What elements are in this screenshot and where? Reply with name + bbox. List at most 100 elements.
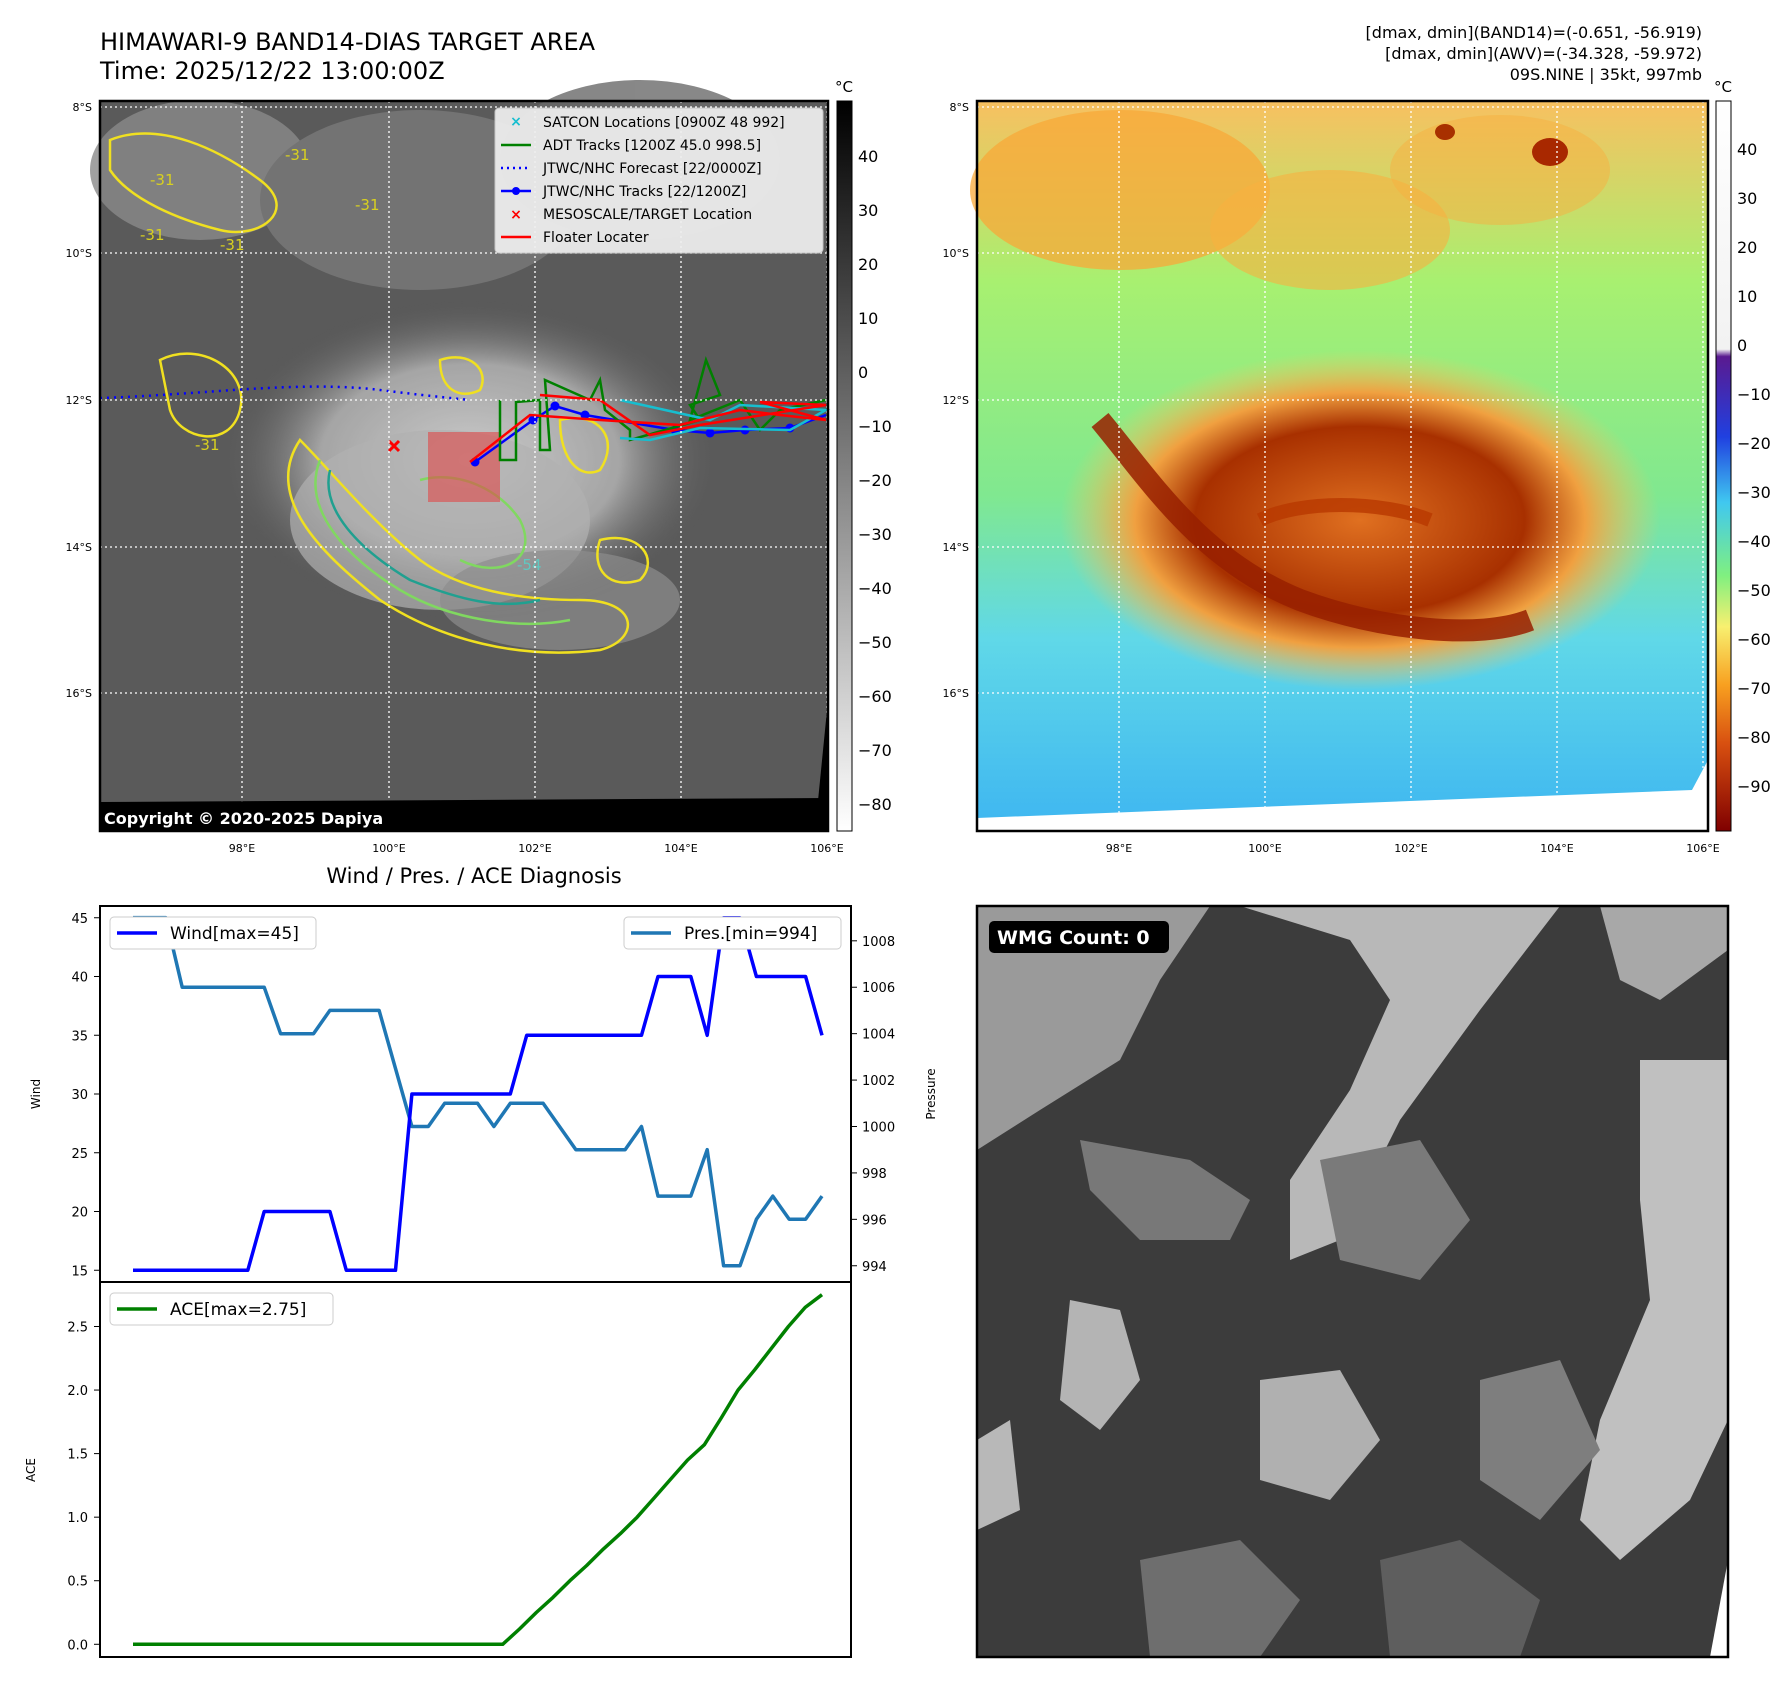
pressure-legend-label: Pres.[min=994] xyxy=(684,924,817,944)
lon-label: 104°E xyxy=(1540,842,1573,855)
colorbar-tick: 40 xyxy=(1737,140,1757,159)
awv-panel: °C 40 30 20 10 0 −10 −20 −30 −40 −50 −60… xyxy=(943,78,1771,855)
lat-label: 8°S xyxy=(73,101,92,114)
wmg-cloud-field xyxy=(977,906,1728,1657)
ace-tick-label: 2.0 xyxy=(67,1384,88,1399)
colorbar-tick: 0 xyxy=(858,363,868,382)
wmg-count-badge-box xyxy=(989,921,1169,953)
legend-box xyxy=(109,1292,334,1326)
wind-tick-label: 40 xyxy=(71,971,88,986)
awv-frame xyxy=(975,99,1710,833)
ace-tick-label: 2.5 xyxy=(67,1320,88,1335)
legend-entry-jtwc-tracks: JTWC/NHC Tracks [22/1200Z] xyxy=(501,184,746,200)
ir-nodata-strip xyxy=(100,798,828,831)
lon-label: 100°E xyxy=(372,842,405,855)
legend-box xyxy=(109,916,317,950)
ir-contour-labels: -31 -31 -31 -31 -31 -31 -54 xyxy=(140,146,542,574)
ir-colorbar-unit: °C xyxy=(835,78,853,96)
ace-tick-label: 1.5 xyxy=(67,1448,88,1463)
ir-nodata-corner xyxy=(815,700,828,831)
wmg-count-badge: WMG Count: 0 xyxy=(997,927,1150,949)
ace-axis-label: ACE xyxy=(24,1458,38,1482)
lon-label: 98°E xyxy=(1106,842,1132,855)
pressure-tick-label: 994 xyxy=(862,1260,887,1275)
pressure-tick-label: 1008 xyxy=(862,935,895,950)
awv-colorbar xyxy=(1715,100,1732,832)
colorbar-tick: 10 xyxy=(858,309,878,328)
pressure-tick-label: 1006 xyxy=(862,981,895,996)
legend-label: ADT Tracks [1200Z 45.0 998.5] xyxy=(543,138,761,154)
pressure-tick-label: 996 xyxy=(862,1213,887,1228)
floater-locater xyxy=(469,393,827,463)
wind-legend: Wind[max=45] xyxy=(109,916,317,950)
colorbar-tick: 30 xyxy=(1737,189,1757,208)
lon-label: 104°E xyxy=(664,842,697,855)
colorbar-tick: −30 xyxy=(858,525,892,544)
awv-lat-labels: 8°S 10°S 12°S 14°S 16°S xyxy=(943,101,969,700)
pressure-legend: Pres.[min=994] xyxy=(623,916,842,950)
track-point-icon xyxy=(512,187,520,195)
wmg-nodata-corner xyxy=(1710,1560,1728,1657)
colorbar-tick: 20 xyxy=(858,255,878,274)
contour-label: -31 xyxy=(285,146,310,164)
wind-tick-label: 20 xyxy=(71,1206,88,1221)
lat-label: 14°S xyxy=(943,541,969,554)
lat-label: 16°S xyxy=(66,687,92,700)
legend-box xyxy=(623,916,842,950)
lon-label: 100°E xyxy=(1248,842,1281,855)
colorbar-tick: −50 xyxy=(1737,581,1771,600)
pressure-tick-label: 998 xyxy=(862,1167,887,1182)
colorbar-tick: −50 xyxy=(858,633,892,652)
lat-label: 12°S xyxy=(943,394,969,407)
colorbar-tick: 0 xyxy=(1737,336,1747,355)
pressure-axis-label: Pressure xyxy=(924,1068,938,1119)
legend-entry-adt: ADT Tracks [1200Z 45.0 998.5] xyxy=(501,138,761,154)
pressure-tick-label: 1004 xyxy=(862,1028,895,1043)
wind-legend-label: Wind[max=45] xyxy=(170,924,299,944)
title-line-1: HIMAWARI-9 BAND14-DIAS TARGET AREA xyxy=(100,28,596,56)
wmg-frame xyxy=(975,904,1730,1659)
ace-legend: ACE[max=2.75] xyxy=(109,1292,334,1326)
wind-series-line xyxy=(133,916,824,1273)
awv-colorbar-ticks: 40 30 20 10 0 −10 −20 −30 −40 −50 −60 −7… xyxy=(1737,140,1771,796)
lat-label: 12°S xyxy=(66,394,92,407)
info-line-2: [dmax, dmin](AWV)=(-34.328, -59.972) xyxy=(1385,44,1702,63)
contour-label: -31 xyxy=(150,171,175,189)
wind-pres-series xyxy=(133,915,824,1273)
colorbar-tick: 20 xyxy=(1737,238,1757,257)
pressure-yticks: 994 996 998 1000 1002 1004 1006 1008 xyxy=(851,935,895,1275)
lon-label: 98°E xyxy=(229,842,255,855)
legend-label: JTWC/NHC Forecast [22/0000Z] xyxy=(542,161,762,177)
wind-tick-label: 45 xyxy=(71,912,88,927)
ir-frame xyxy=(98,99,830,833)
colorbar-tick: −70 xyxy=(1737,679,1771,698)
colorbar-tick: 10 xyxy=(1737,287,1757,306)
ir-tracks xyxy=(99,356,831,502)
colorbar-tick: −40 xyxy=(1737,532,1771,551)
pressure-tick-label: 1002 xyxy=(862,1074,895,1089)
copyright-text: Copyright © 2020-2025 Dapiya xyxy=(104,809,383,828)
lon-label: 106°E xyxy=(810,842,843,855)
lat-label: 8°S xyxy=(950,101,969,114)
awv-gridlines xyxy=(977,101,1708,831)
ace-tick-label: 1.0 xyxy=(67,1511,88,1526)
mesoscale-target-marker xyxy=(387,439,401,453)
ace-tick-label: 0.0 xyxy=(67,1638,88,1653)
colorbar-tick: −60 xyxy=(858,687,892,706)
info-line-1: [dmax, dmin](BAND14)=(-0.651, -56.919) xyxy=(1366,23,1702,42)
contour-label: -31 xyxy=(195,436,220,454)
colorbar-tick: −80 xyxy=(1737,728,1771,747)
lon-label: 102°E xyxy=(518,842,551,855)
ace-legend-label: ACE[max=2.75] xyxy=(170,1300,306,1320)
legend-label: SATCON Locations [0900Z 48 992] xyxy=(543,115,785,131)
info-line-3: 09S.NINE | 35kt, 997mb xyxy=(1510,65,1702,84)
colorbar-tick: −30 xyxy=(1737,483,1771,502)
colorbar-tick: −10 xyxy=(858,417,892,436)
ir-colorbar-ticks: 40 30 20 10 0 −10 −20 −30 −40 −50 −60 −7… xyxy=(858,147,892,814)
ace-tick-label: 0.5 xyxy=(67,1575,88,1590)
colorbar-tick: 30 xyxy=(858,201,878,220)
awv-lon-labels: 98°E 100°E 102°E 104°E 106°E xyxy=(1106,842,1720,855)
diagnosis-chart: Wind / Pres. / ACE Diagnosis Wind Pressu… xyxy=(24,864,938,1658)
legend-label: JTWC/NHC Tracks [22/1200Z] xyxy=(542,184,746,200)
